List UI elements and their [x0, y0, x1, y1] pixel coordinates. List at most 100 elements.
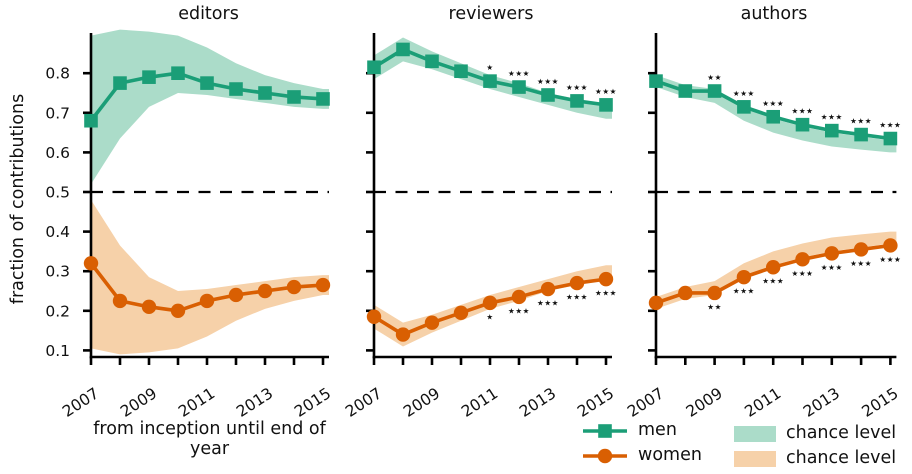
men-marker — [483, 74, 497, 88]
men-marker — [258, 86, 272, 100]
y-tick-label: 0.6 — [45, 144, 70, 162]
legend-label-men: men — [638, 420, 677, 441]
significance-stars: ★ — [486, 312, 493, 321]
x-tick-label: 2007 — [342, 384, 385, 421]
women-marker — [824, 246, 839, 261]
men-marker — [883, 131, 898, 146]
men-marker — [84, 113, 98, 128]
legend-item-men: men — [582, 420, 677, 442]
significance-stars: ★★★ — [879, 121, 901, 130]
men-marker — [425, 54, 439, 69]
x-axis-label: from inception until end of year — [93, 419, 326, 459]
significance-stars: ★★★ — [762, 277, 784, 286]
significance-stars: ★★★ — [733, 89, 755, 98]
men-marker — [825, 123, 839, 138]
x-tick-label: 2015 — [291, 384, 334, 421]
women-marker — [540, 281, 556, 297]
significance-stars: ★★★ — [762, 99, 784, 108]
women-marker — [853, 242, 869, 257]
women-marker — [83, 256, 99, 271]
men-marker — [737, 100, 751, 114]
women-marker — [228, 287, 244, 303]
x-tick-label: 2015 — [574, 384, 617, 421]
women-marker — [315, 277, 331, 293]
women-marker — [736, 269, 752, 285]
x-tick-label: 2013 — [516, 384, 559, 421]
men-marker — [541, 88, 555, 102]
significance-stars: ★★★ — [850, 259, 872, 268]
x-tick-label: 2013 — [800, 384, 843, 421]
panel-reviewers: 2007 2009 2011 2013 2015★★★★★★★★★★ ★★★★★★★★★★… — [342, 33, 617, 421]
significance-stars: ★★★ — [508, 306, 530, 315]
men-marker — [367, 60, 381, 75]
men-marker — [795, 117, 810, 132]
men-line-square-swatch — [583, 424, 627, 438]
y-tick-label: 0.3 — [45, 263, 70, 281]
women-marker — [707, 285, 722, 301]
y-tick-label: 0.4 — [45, 223, 70, 241]
women-marker — [424, 315, 440, 330]
legend-item-women: women — [582, 445, 702, 467]
legend-item-chance-level-men: chance level — [734, 423, 896, 445]
women-marker — [766, 260, 781, 275]
women-marker — [598, 271, 614, 287]
men-marker — [512, 80, 526, 94]
men-marker — [454, 64, 468, 79]
men-marker — [171, 66, 185, 80]
panel-editors: 0.8 0.7 0.6 0.5 0.4 0.3 0.2 0.1 2007 2009 2011 2013… — [45, 29, 334, 421]
x-tick-label: 2013 — [233, 384, 276, 421]
women-marker — [883, 238, 898, 253]
women-chance-band-swatch — [734, 451, 776, 467]
panel-title-editors: editors — [178, 4, 239, 24]
significance-stars: ★ — [486, 63, 493, 72]
significance-stars: ★★★ — [595, 87, 617, 96]
men-marker — [766, 109, 780, 124]
women-marker — [170, 303, 186, 318]
x-tick-label: 2007 — [59, 384, 102, 421]
men-marker — [229, 82, 243, 96]
y-tick-label: 0.7 — [45, 104, 70, 122]
significance-stars: ★★ — [707, 73, 722, 82]
y-tick-label: 0.8 — [45, 65, 70, 83]
men-marker — [113, 76, 127, 90]
legend-item-chance-level-women: chance level — [734, 448, 896, 470]
women-marker — [511, 289, 527, 305]
panel-title-authors: authors — [740, 4, 808, 24]
y-tick-label: 0.5 — [45, 184, 70, 202]
men-marker — [287, 90, 301, 104]
men-chance-band-swatch — [734, 426, 776, 442]
panel-authors: 2007 2009 2011 2013 2015★★★★★★★★★★★★★★ ★★★ ★★★… — [624, 33, 902, 421]
women-marker — [286, 279, 302, 295]
significance-stars: ★★★ — [537, 77, 559, 86]
women-marker — [795, 252, 810, 267]
y-axis-label: fraction of contributions — [8, 93, 28, 305]
significance-stars: ★★★ — [537, 299, 559, 308]
x-tick-label: 2009 — [117, 384, 160, 421]
women-marker — [366, 309, 382, 324]
men-marker — [200, 76, 214, 90]
men-marker — [570, 94, 584, 108]
women-line-circle-swatch — [583, 448, 627, 464]
y-tick-label: 0.2 — [45, 302, 70, 320]
significance-stars: ★★★ — [733, 287, 755, 296]
men-marker — [854, 127, 868, 142]
significance-stars: ★★★ — [566, 83, 588, 92]
panel-title-reviewers: reviewers — [448, 4, 534, 24]
men-marker — [707, 84, 722, 98]
men-marker — [142, 70, 156, 84]
women-marker — [453, 305, 469, 320]
men-marker — [316, 92, 330, 106]
women-marker — [482, 295, 498, 311]
significance-stars: ★★★ — [821, 263, 843, 272]
legend-label-women: women — [638, 445, 702, 466]
significance-stars: ★★★ — [792, 269, 814, 278]
significance-stars: ★★ — [707, 302, 722, 311]
significance-stars: ★★★ — [508, 69, 530, 78]
women-marker — [569, 275, 585, 291]
legend-label-chance-level-men: chance level — [786, 423, 897, 444]
women-chance-band — [91, 199, 329, 355]
x-tick-label: 2011 — [458, 384, 501, 421]
women-marker — [199, 293, 215, 309]
